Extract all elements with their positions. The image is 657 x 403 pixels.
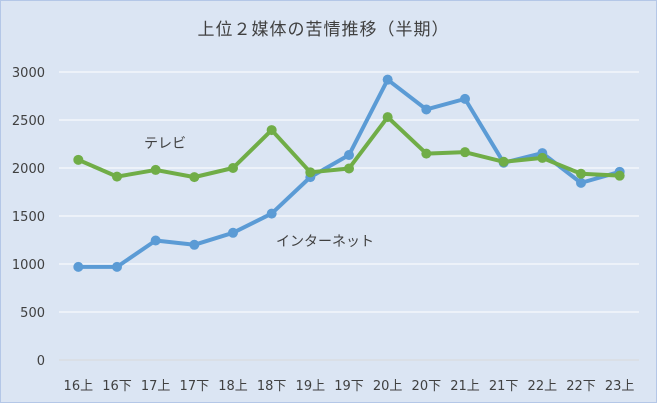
- data-point: [266, 208, 277, 219]
- x-tick-label: 23上: [605, 379, 635, 394]
- data-point: [344, 163, 354, 174]
- x-tick-label: 21下: [489, 379, 519, 394]
- x-tick-label: 19上: [296, 379, 326, 394]
- y-tick-label: 2000: [12, 162, 45, 177]
- data-point: [150, 235, 161, 246]
- y-tick-label: 3000: [12, 66, 45, 81]
- y-tick-label: 0: [37, 354, 45, 369]
- data-point: [228, 227, 238, 238]
- data-point: [498, 156, 509, 167]
- y-tick-label: 1500: [12, 210, 45, 225]
- y-tick-label: 2500: [12, 114, 45, 129]
- data-point: [112, 171, 122, 182]
- data-point: [537, 152, 548, 163]
- x-tick-label: 16下: [102, 379, 132, 394]
- data-point: [189, 172, 200, 183]
- x-tick-label: 17下: [180, 379, 210, 394]
- data-point: [112, 261, 122, 272]
- x-tick-label: 18下: [257, 379, 287, 394]
- data-point: [344, 150, 354, 161]
- data-point: [228, 163, 238, 173]
- series-label-2: テレビ: [144, 136, 186, 152]
- y-tick-label: 1000: [12, 258, 45, 273]
- data-point: [576, 177, 586, 188]
- data-point: [305, 167, 316, 178]
- data-point: [189, 239, 200, 250]
- data-point: [614, 170, 625, 181]
- data-point: [421, 104, 432, 115]
- chart-title: 上位２媒体の苦情推移（半期）: [197, 20, 450, 40]
- x-tick-label: 20下: [412, 379, 442, 394]
- data-point: [73, 261, 84, 272]
- x-tick-label: 19下: [334, 379, 364, 394]
- x-tick-label: 22上: [528, 379, 558, 394]
- x-tick-label: 21上: [450, 379, 480, 394]
- data-point: [576, 168, 586, 179]
- x-tick-label: 18上: [218, 379, 248, 394]
- y-tick-label: 500: [20, 306, 45, 321]
- data-point: [382, 74, 393, 85]
- x-tick-label: 20上: [373, 379, 403, 394]
- data-point: [460, 147, 470, 158]
- data-point: [150, 164, 161, 175]
- data-point: [382, 112, 393, 123]
- series-label-1: インターネット: [276, 234, 374, 250]
- data-point: [73, 154, 84, 165]
- x-tick-label: 16上: [64, 379, 94, 394]
- x-tick-label: 22下: [566, 379, 596, 394]
- data-point: [421, 148, 432, 159]
- x-tick-label: 17上: [141, 379, 171, 394]
- data-point: [460, 93, 470, 104]
- data-point: [266, 125, 277, 136]
